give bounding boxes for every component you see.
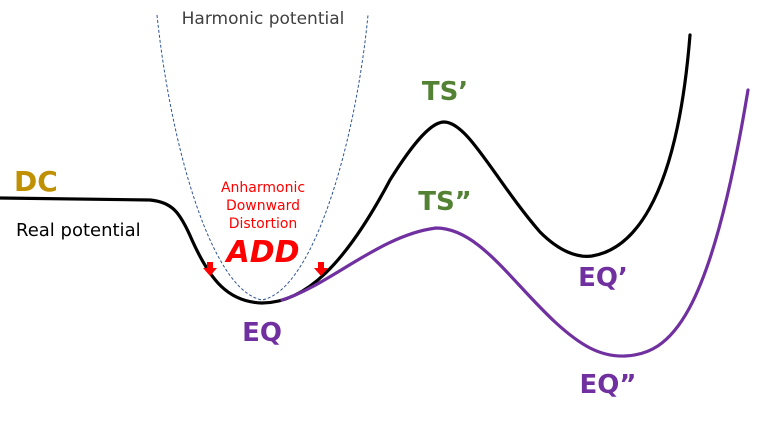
alternative-path-curve — [280, 88, 750, 358]
real-potential-label: Real potential — [16, 220, 141, 241]
down-arrow-icon — [203, 262, 217, 276]
dc-label: DC — [14, 165, 58, 198]
ts-double-prime-label: TS” — [418, 187, 472, 217]
harmonic-potential-label: Harmonic potential — [182, 9, 345, 29]
distortion-label: Distortion — [229, 216, 298, 232]
harmonic-potential-curve — [156, 14, 369, 301]
eq-prime-label: EQ’ — [578, 263, 628, 293]
eq-double-prime-label: EQ” — [580, 370, 637, 400]
eq-label: EQ — [242, 318, 282, 348]
anharmonic-label: Anharmonic — [221, 180, 305, 196]
downward-label: Downward — [226, 198, 300, 214]
down-arrow-icon — [314, 262, 328, 276]
add-label: ADD — [224, 235, 299, 270]
ts-prime-label: TS’ — [422, 77, 468, 107]
